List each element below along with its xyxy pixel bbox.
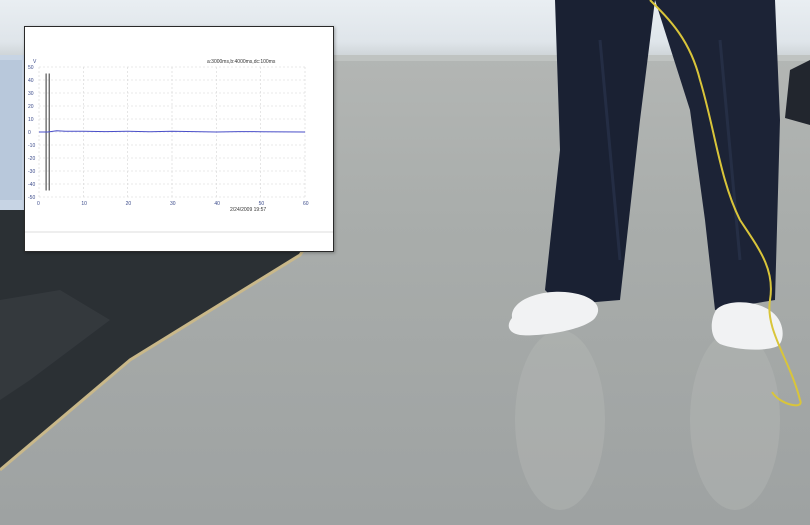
- x-tick-label: 40: [214, 201, 220, 207]
- left-shoe: [508, 291, 599, 336]
- y-tick-label: -40: [28, 182, 35, 188]
- y-tick-label: 0: [28, 130, 31, 136]
- x-tick-label: 30: [170, 201, 176, 207]
- x-tick-label: 10: [81, 201, 87, 207]
- y-tick-label: 30: [28, 91, 34, 97]
- y-tick-label: -20: [28, 156, 35, 162]
- y-axis-ticks: 50 40 30 20 10 0 -10 -20 -30 -40 -50: [28, 65, 35, 201]
- chart-date-label: 2/24/2009 19:57: [230, 207, 266, 213]
- y-tick-label: -50: [28, 195, 35, 201]
- right-shoe: [711, 302, 783, 350]
- chart-inset: 50 40 30 20 10 0 -10 -20 -30 -40 -50 0 10 20 30 40 50 60…: [24, 26, 334, 252]
- y-tick-label: 40: [28, 78, 34, 84]
- x-tick-label: 20: [126, 201, 132, 207]
- y-tick-label: 20: [28, 104, 34, 110]
- x-tick-label: 60: [303, 201, 309, 207]
- y-tick-label: 50: [28, 65, 34, 71]
- y-tick-label: -30: [28, 169, 35, 175]
- line-chart: 50 40 30 20 10 0 -10 -20 -30 -40 -50 0 10 20 30 40 50 60…: [25, 27, 333, 251]
- y-tick-label: 10: [28, 117, 34, 123]
- chart-info-text: a:3000ms,b:4000ms,dc:100ms: [207, 59, 276, 65]
- series-line: [39, 130, 306, 133]
- y-tick-label: -10: [28, 143, 35, 149]
- x-tick-label: 0: [37, 201, 40, 207]
- y-unit-label: V: [33, 59, 37, 65]
- x-tick-label: 50: [259, 201, 265, 207]
- yellow-cable: [649, 0, 802, 407]
- x-axis-ticks: 0 10 20 30 40 50 60: [37, 201, 309, 207]
